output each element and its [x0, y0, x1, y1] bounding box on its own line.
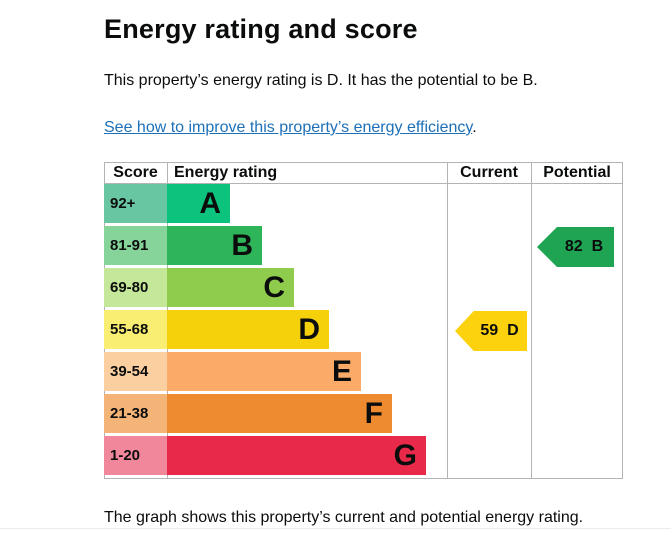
score-range-cell: 1-20 [104, 436, 167, 475]
epc-row-b: 81-91 B [104, 226, 623, 268]
grid-line-right [622, 163, 623, 478]
band-letter: C [263, 270, 285, 304]
epc-rows: 92+ A 81-91 B 69-80 C 55-68 D 39-54 E 21-38 F 1-20 G [104, 184, 623, 478]
epc-row-e: 39-54 E [104, 352, 623, 394]
band-letter: G [393, 438, 417, 472]
band-letter: E [331, 354, 352, 388]
column-header-current: Current [460, 164, 518, 181]
band-bar-a: A [167, 184, 230, 223]
section-divider [0, 528, 671, 529]
column-header-score: Score [113, 164, 158, 181]
improve-efficiency-link[interactable]: See how to improve this property’s energ… [104, 119, 473, 136]
grid-line-potential-divider [531, 163, 532, 478]
epc-row-c: 69-80 C [104, 268, 623, 310]
potential-band: B [591, 238, 604, 255]
epc-row-f: 21-38 F [104, 394, 623, 436]
band-bar-d: D [167, 310, 329, 349]
column-header-energy-rating: Energy rating [174, 164, 278, 181]
improve-link-line: See how to improve this property’s energ… [104, 118, 625, 138]
page-title: Energy rating and score [104, 14, 418, 44]
band-bar-f: F [167, 394, 392, 433]
energy-rating-chart: Score Energy rating Current Potential 92… [104, 162, 623, 479]
header-divider-line [104, 183, 623, 184]
epc-row-d: 55-68 D [104, 310, 623, 352]
score-range-cell: 55-68 [104, 310, 167, 349]
score-range-cell: 21-38 [104, 394, 167, 433]
band-letter: D [298, 312, 320, 346]
band-bar-b: B [167, 226, 262, 265]
current-band: D [507, 322, 519, 339]
epc-row-g: 1-20 G [104, 436, 623, 478]
band-bar-e: E [167, 352, 361, 391]
potential-score: 82 [564, 238, 583, 255]
content-column: Energy rating and score This property’s … [104, 0, 625, 528]
score-range-cell: 81-91 [104, 226, 167, 265]
band-bar-c: C [167, 268, 294, 307]
summary-text: This property’s energy rating is D. It h… [104, 72, 538, 89]
epc-row-a: 92+ A [104, 184, 623, 226]
score-range-cell: 69-80 [104, 268, 167, 307]
link-suffix: . [472, 119, 477, 136]
grid-line-current-divider [447, 163, 448, 478]
column-header-potential: Potential [543, 164, 611, 181]
footer-note: The graph shows this property’s current … [104, 509, 584, 526]
score-range-cell: 39-54 [104, 352, 167, 391]
current-score: 59 [480, 322, 499, 339]
band-letter: A [199, 186, 221, 220]
band-letter: B [231, 228, 253, 262]
score-range-cell: 92+ [104, 184, 167, 223]
band-letter: F [364, 396, 383, 430]
band-bar-g: G [167, 436, 426, 475]
